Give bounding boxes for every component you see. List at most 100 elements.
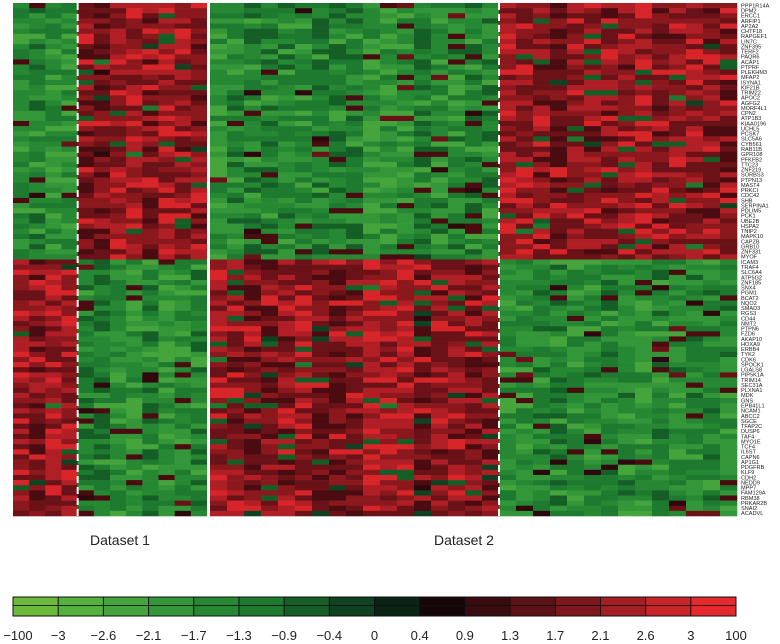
heatmap-cell (93, 100, 111, 106)
heatmap-cell (686, 495, 704, 501)
heatmap-cell (482, 418, 500, 424)
heatmap-cell (190, 100, 208, 106)
heatmap-cell (312, 459, 330, 465)
heatmap-cell (110, 238, 127, 245)
heatmap-cell (533, 331, 551, 337)
gene-label: NEDD9 (741, 480, 760, 486)
heatmap-cell (312, 59, 330, 65)
heatmap-cell (533, 187, 551, 194)
heatmap-cell (312, 8, 330, 14)
heatmap-cell (158, 38, 175, 45)
heatmap-cell (618, 115, 636, 122)
heatmap-cell (190, 167, 208, 173)
heatmap-cell (397, 249, 415, 255)
heatmap-cell (126, 439, 143, 445)
heatmap-cell (278, 131, 296, 137)
heatmap-cell (686, 362, 704, 368)
heatmap-cell (126, 505, 143, 512)
heatmap-cell (652, 120, 670, 127)
heatmap-cell (550, 469, 568, 476)
gene-label: ZNF331 (741, 250, 761, 256)
heatmap-cell (13, 510, 30, 517)
heatmap-cell (720, 490, 738, 496)
heatmap-cell (93, 295, 111, 301)
heatmap-cell (380, 197, 398, 204)
heatmap-cell (158, 8, 175, 14)
heatmap-cell (61, 141, 78, 147)
heatmap-cell (686, 505, 704, 512)
heatmap-cell (93, 162, 111, 168)
heatmap-cell (720, 485, 738, 491)
heatmap-cell (363, 367, 381, 373)
heatmap-cell (703, 490, 721, 496)
heatmap-cell (261, 182, 279, 188)
heatmap-cell (431, 500, 449, 507)
heatmap-cell (110, 8, 127, 14)
heatmap-cell (397, 300, 415, 306)
heatmap-cell (142, 244, 159, 250)
heatmap-cell (363, 485, 381, 491)
heatmap-cell (261, 203, 279, 209)
heatmap-cell (295, 218, 313, 224)
heatmap-cell (516, 131, 534, 137)
heatmap-cell (499, 136, 517, 142)
heatmap-cell (618, 321, 636, 327)
heatmap-cell (601, 321, 619, 327)
heatmap-cell (158, 351, 175, 358)
heatmap-cell (516, 126, 534, 132)
heatmap-cell (465, 244, 483, 250)
heatmap-cell (431, 346, 449, 353)
heatmap-cell (158, 387, 175, 394)
heatmap-cell (142, 362, 159, 368)
heatmap-cell (210, 126, 228, 132)
heatmap-cell (686, 459, 704, 465)
heatmap-cell (158, 192, 175, 199)
heatmap-cell (686, 398, 704, 404)
heatmap-cell (431, 13, 449, 19)
heatmap-cell (363, 64, 381, 70)
heatmap-cell (13, 136, 30, 142)
heatmap-cell (499, 213, 517, 219)
heatmap-cell (448, 8, 466, 14)
heatmap-cell (465, 85, 483, 91)
heatmap-cell (703, 90, 721, 96)
heatmap-cell (77, 44, 95, 50)
heatmap-cell (533, 459, 551, 465)
heatmap-cell (703, 387, 721, 394)
heatmap-cell (312, 300, 330, 306)
heatmap-cell (93, 141, 111, 147)
heatmap-cell (431, 131, 449, 137)
heatmap-cell (346, 362, 364, 368)
heatmap-cell (686, 105, 704, 112)
heatmap-cell (227, 341, 245, 348)
colorbar-tick-label: −100 (3, 628, 32, 643)
heatmap-cell (93, 233, 111, 240)
heatmap-cell (77, 59, 95, 65)
heatmap-cell (567, 23, 585, 29)
heatmap-cell (499, 356, 517, 363)
heatmap-cell (635, 274, 653, 281)
heatmap-cell (516, 305, 534, 312)
heatmap-cell (448, 182, 466, 188)
heatmap-cell (210, 151, 228, 158)
heatmap-cell (431, 177, 449, 183)
heatmap-cell (29, 408, 46, 414)
heatmap-cell (516, 33, 534, 40)
heatmap-cell (45, 13, 62, 19)
heatmap-cell (45, 285, 62, 291)
heatmap-cell (499, 95, 517, 101)
heatmap-cell (499, 305, 517, 312)
heatmap-cell (363, 321, 381, 327)
heatmap-cell (110, 321, 127, 327)
heatmap-cell (397, 315, 415, 322)
heatmap-cell (584, 28, 602, 35)
heatmap-cell (618, 105, 636, 112)
heatmap-cell (244, 244, 262, 250)
heatmap-cell (567, 336, 585, 342)
heatmap-cell (278, 95, 296, 101)
heatmap-cell (126, 28, 143, 35)
heatmap-cell (618, 418, 636, 424)
gene-label: PLEKHM3 (741, 70, 767, 76)
heatmap-cell (601, 254, 619, 260)
heatmap-cell (448, 423, 466, 430)
